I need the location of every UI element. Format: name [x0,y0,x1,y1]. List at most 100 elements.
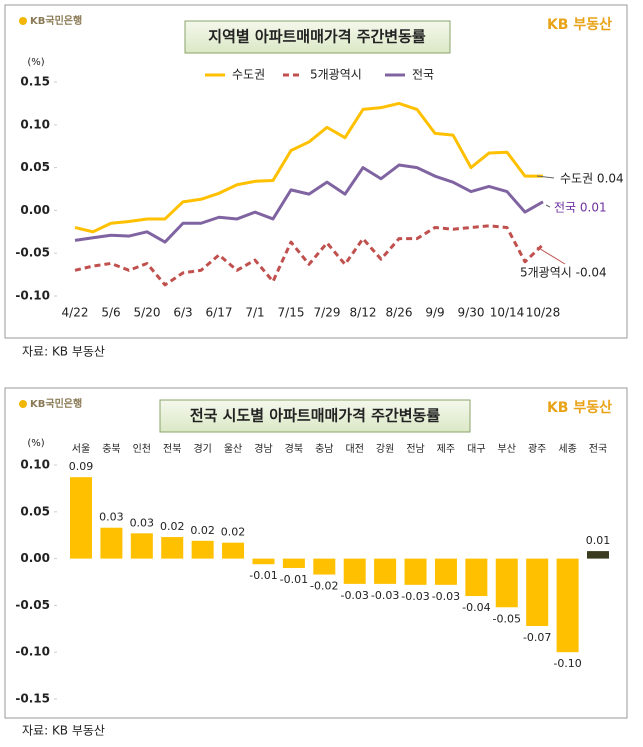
x-tick-label: 광주 [528,443,546,455]
y-tick-label: 0.00 [20,203,50,217]
value-label: 0.03 [99,511,124,524]
bar [70,477,92,559]
bar [374,558,397,584]
logo-bank: KB국민은행 [30,397,82,410]
y-tick-label: -0.05 [15,246,50,260]
value-label: -0.07 [523,631,551,644]
value-label: -0.05 [493,612,521,625]
bar [100,527,123,559]
leader-line [536,175,555,179]
x-tick-label: 서울 [72,443,90,455]
x-tick-label: 8/12 [350,306,377,320]
x-tick-label: 7/15 [278,306,305,320]
bar [465,558,488,597]
value-label: -0.03 [340,589,368,602]
bar [313,558,336,575]
chart-frame [4,4,628,339]
x-tick-label: 부산 [498,443,516,455]
value-label: 0.02 [190,524,215,537]
title-box [184,20,451,54]
chart-frame [4,387,628,719]
x-tick-label: 대구 [467,443,485,455]
value-label: 0.02 [221,526,246,539]
legend-label: 5개광역시 [310,68,362,82]
x-tick-label: 제주 [437,443,455,455]
value-label: -0.03 [432,590,460,603]
logo-icon [19,400,27,408]
x-tick-label: 인천 [133,443,151,455]
logo-icon [19,17,27,25]
x-tick-label: 전국 [589,443,607,455]
x-tick-label: 강원 [376,443,394,455]
x-tick-label: 경북 [285,442,303,455]
x-tick-label: 5/6 [101,306,120,320]
y-tick-label: -0.15 [15,692,50,706]
bar [161,537,184,559]
chart-title: 지역별 아파트매매가격 주간변동률 [208,28,426,46]
value-label: -0.01 [280,573,308,586]
bar [252,558,275,565]
value-label: -0.04 [462,601,490,614]
x-tick-label: 9/30 [458,306,485,320]
legend-label: 전국 [412,68,434,82]
series-line [74,224,545,287]
value-label: -0.01 [249,569,277,582]
x-tick-label: 8/26 [386,306,413,320]
bar [130,533,153,559]
bar [222,542,245,559]
y-tick-label: 0.05 [20,504,50,518]
x-tick-label: 경기 [193,442,211,455]
x-tick-label: 4/22 [62,306,89,320]
title-box [159,399,471,433]
x-tick-label: 충북 [102,443,120,455]
annotation: 전국 0.01 [554,201,607,215]
source-note: 자료: KB 부동산 [22,724,105,738]
y-tick-label: 0.05 [20,160,50,174]
bar [556,558,579,653]
x-tick-label: 10/14 [490,306,525,320]
x-tick-label: 5/20 [134,306,161,320]
bar [495,558,518,608]
x-tick-label: 10/28 [526,306,561,320]
x-tick-label: 전북 [163,443,181,455]
x-tick-label: 9/9 [425,306,444,320]
logo-bank: KB국민은행 [30,14,82,27]
annotation: 5개광역시 -0.04 [520,266,607,280]
value-label: -0.03 [401,590,429,603]
x-tick-label: 전남 [406,443,424,455]
bar [282,558,305,568]
annotation: 수도권 0.04 [560,172,624,186]
x-tick-label: 7/29 [314,306,341,320]
x-tick-label: 경남 [254,442,272,455]
y-tick-label: 0.10 [20,117,50,131]
source-note: 자료: KB 부동산 [22,345,105,359]
value-label: -0.03 [371,589,399,602]
bar [587,551,609,559]
bar [191,540,214,559]
y-axis-unit: (%) [27,57,44,68]
y-tick-label: -0.10 [15,289,50,303]
y-tick-label: 0.15 [20,75,50,89]
y-tick-label: -0.10 [15,645,50,659]
value-label: 0.01 [586,534,611,547]
y-tick-label: 0.10 [20,458,50,472]
leader-line [536,246,566,265]
series-line [74,163,544,244]
x-tick-label: 세종 [558,443,576,455]
chart-title: 전국 시도별 아파트매매가격 주간변동률 [190,407,440,425]
y-tick-label: 0.00 [20,551,50,565]
value-label: 0.03 [130,516,155,529]
value-label: 0.09 [69,460,94,473]
series-line [74,101,543,234]
y-tick-label: -0.05 [15,598,50,612]
y-axis-unit: (%) [27,438,44,449]
bar [526,558,549,626]
x-tick-label: 충남 [315,443,333,455]
value-label: 0.02 [160,520,185,533]
bar [404,558,427,585]
logo-brand: KB 부동산 [547,399,612,416]
logo-brand: KB 부동산 [547,16,612,33]
value-label: -0.10 [553,657,581,670]
legend-label: 수도권 [232,68,265,82]
